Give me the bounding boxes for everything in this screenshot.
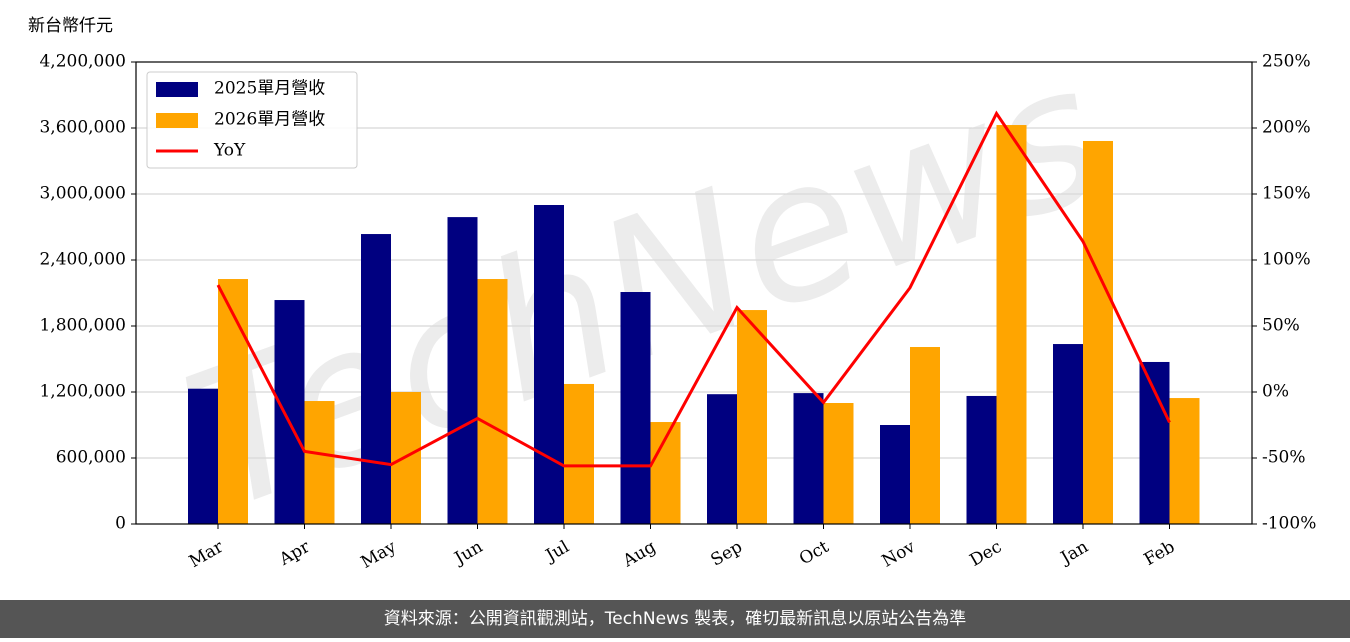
y2-tick-label: -100% [1262, 514, 1316, 534]
legend: 2025單月營收 2026單月營收 YoY [146, 71, 358, 169]
y-tick-label: 600,000 [56, 448, 126, 468]
legend-box [146, 71, 358, 169]
y-tick-label: 3,600,000 [39, 118, 126, 138]
yoy-line [216, 110, 1171, 468]
legend-label: 2026單月營收 [214, 110, 325, 130]
x-tick-label: Apr [275, 536, 314, 570]
bar [361, 234, 391, 525]
y-axis-label: 新台幣仟元 [28, 16, 113, 36]
bar [218, 279, 248, 524]
bar [1053, 344, 1083, 524]
bar [188, 388, 218, 524]
x-tick-label: Mar [186, 536, 228, 572]
x-tick-label: Aug [619, 537, 660, 572]
bar [880, 425, 910, 524]
legend-swatch [156, 82, 198, 97]
bar [304, 401, 335, 524]
x-tick-label: Jul [541, 537, 573, 567]
bar [996, 125, 1027, 524]
y2-tick-label: 100% [1262, 250, 1311, 270]
plot-frame [135, 61, 1253, 525]
y2-tick-label: 50% [1262, 316, 1300, 336]
x-tick-label: Sep [708, 537, 746, 571]
footer-band [0, 600, 1350, 638]
x-tick-label: Nov [879, 537, 919, 572]
y-tick-label: 2,400,000 [39, 250, 126, 270]
legend-swatch [156, 113, 198, 128]
x-tick-label: May [358, 537, 401, 573]
bar [534, 205, 564, 524]
x-tick-label: Feb [1141, 537, 1179, 570]
bar [707, 394, 737, 524]
bar [793, 393, 824, 524]
legend-label: YoY [213, 141, 246, 161]
y-tick-label: 1,800,000 [39, 316, 126, 336]
y-tick-label: 4,200,000 [39, 52, 126, 72]
y2-tick-label: -50% [1262, 448, 1306, 468]
x-tick-label: Jan [1056, 537, 1092, 569]
bar [477, 279, 508, 524]
y-tick-label: 0 [115, 514, 126, 534]
bar [1083, 140, 1113, 525]
bar [823, 403, 854, 524]
y2-tick-label: 150% [1262, 184, 1311, 204]
bar [620, 292, 651, 524]
x-tick-label: Oct [796, 537, 832, 570]
x-tick-label: Jun [450, 537, 487, 570]
y-tick-label: 3,000,000 [39, 184, 126, 204]
bar [1169, 398, 1200, 524]
source-note: 資料來源：公開資訊觀測站，TechNews 製表，確切最新訊息以原站公告為準 [384, 609, 966, 629]
legend-label: 2025單月營收 [214, 79, 325, 99]
bar [1139, 361, 1170, 524]
bar [737, 310, 767, 524]
x-tick-label: Dec [966, 537, 1005, 571]
bar [274, 300, 305, 524]
bar [447, 217, 478, 524]
bar [564, 383, 594, 524]
y2-tick-label: 250% [1262, 52, 1311, 72]
bar [966, 395, 997, 524]
y-tick-label: 1,200,000 [39, 382, 126, 402]
y2-tick-label: 200% [1262, 118, 1311, 138]
bar [910, 347, 940, 524]
y2-tick-label: 0% [1262, 382, 1289, 402]
